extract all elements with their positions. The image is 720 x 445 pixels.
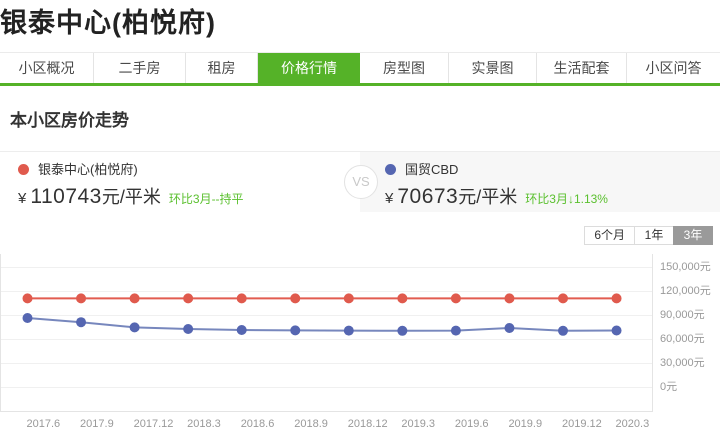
price-row: ¥70673元/平米 环比3月↓1.13% bbox=[385, 183, 720, 209]
chart-x-axis-label: 2019.3 bbox=[401, 418, 435, 430]
chart-x-axis-label: 2017.12 bbox=[133, 418, 174, 430]
chart-data-point-guomao-cbd[interactable] bbox=[236, 325, 247, 335]
legend-dot-icon bbox=[385, 164, 396, 175]
chart-y-axis-label: 150,000元 bbox=[660, 261, 711, 273]
chart-x-axis-label: 2019.6 bbox=[454, 418, 489, 430]
chart-svg bbox=[22, 293, 622, 336]
chart-data-point-yintai[interactable] bbox=[183, 293, 194, 304]
chart-data-point-yintai[interactable] bbox=[236, 293, 247, 304]
chart-data-point-guomao-cbd[interactable] bbox=[450, 325, 461, 336]
price-unit: 元/平米 bbox=[101, 187, 161, 207]
chart-data-point-yintai[interactable] bbox=[504, 293, 515, 304]
chart-data-point-guomao-cbd[interactable] bbox=[22, 313, 33, 323]
community-name-row: 国贸CBD bbox=[385, 161, 720, 178]
community-name-row: 银泰中心(柏悦府) bbox=[18, 161, 360, 178]
tab-floor-plan[interactable]: 房型图 bbox=[360, 53, 449, 83]
chart-plot-area bbox=[0, 254, 653, 412]
chart-x-axis-label: 2019.12 bbox=[562, 418, 602, 430]
chart-x-axis-label: 2018.9 bbox=[294, 418, 328, 430]
period-button-group: 6个月 1年 3年 bbox=[0, 226, 713, 245]
community-name: 国贸CBD bbox=[405, 162, 459, 177]
tab-rent[interactable]: 租房 bbox=[186, 53, 258, 83]
chart-data-point-yintai[interactable] bbox=[397, 293, 408, 304]
price-chart: 150,000元 120,000元 90,000元 60,000元 30,000元 0元 2… bbox=[0, 254, 720, 439]
comparison-panel-right: 国贸CBD ¥70673元/平米 环比3月↓1.13% bbox=[360, 152, 720, 212]
chart-data-point-yintai[interactable] bbox=[558, 293, 568, 304]
chart-y-axis-label: 90,000元 bbox=[660, 309, 705, 321]
period-button-1y[interactable]: 1年 bbox=[634, 226, 674, 245]
chart-x-axis-label: 2017.9 bbox=[80, 418, 114, 430]
chart-gridline bbox=[1, 267, 652, 268]
chart-y-axis-label: 0元 bbox=[660, 381, 678, 393]
chart-data-point-guomao-cbd[interactable] bbox=[397, 325, 408, 336]
chart-data-point-guomao-cbd[interactable] bbox=[611, 325, 622, 336]
price-unit: 元/平米 bbox=[458, 187, 518, 207]
price-row: ¥110743元/平米 环比3月--持平 bbox=[18, 183, 360, 209]
chart-line-guomao-cbd bbox=[27, 317, 617, 332]
chart-data-point-guomao-cbd[interactable] bbox=[504, 323, 515, 333]
price-value: 110743 bbox=[30, 185, 102, 208]
tab-amenities[interactable]: 生活配套 bbox=[537, 53, 627, 83]
chart-x-axis-label: 2018.12 bbox=[347, 418, 388, 430]
chart-y-axis-label: 120,000元 bbox=[660, 285, 711, 297]
legend-dot-icon bbox=[18, 164, 29, 175]
section-title: 本小区房价走势 bbox=[10, 111, 129, 130]
tab-bar: 小区概况 二手房 租房 价格行情 房型图 实景图 生活配套 小区问答 bbox=[0, 52, 720, 86]
price-comparison: 银泰中心(柏悦府) ¥110743元/平米 环比3月--持平 国贸CBD ¥706… bbox=[0, 151, 720, 212]
tab-overview[interactable]: 小区概况 bbox=[0, 53, 94, 83]
price-change: 环比3月↓1.13% bbox=[525, 192, 608, 206]
price-currency: ¥ bbox=[18, 190, 27, 207]
chart-data-point-yintai[interactable] bbox=[343, 293, 354, 304]
page-title: 银泰中心(柏悦府) bbox=[0, 8, 216, 38]
chart-x-axis-label: 2018.6 bbox=[240, 418, 275, 430]
chart-data-point-yintai[interactable] bbox=[611, 293, 622, 304]
chart-gridline bbox=[1, 339, 652, 340]
tab-price-trend[interactable]: 价格行情 bbox=[258, 53, 360, 83]
chart-data-point-yintai[interactable] bbox=[450, 293, 461, 304]
chart-data-point-guomao-cbd[interactable] bbox=[558, 325, 568, 336]
chart-data-point-yintai[interactable] bbox=[76, 293, 87, 304]
price-value: 70673 bbox=[397, 185, 459, 208]
chart-x-axis-label: 2017.6 bbox=[26, 418, 61, 430]
period-button-6m[interactable]: 6个月 bbox=[584, 226, 635, 245]
price-currency: ¥ bbox=[385, 190, 394, 207]
chart-gridline bbox=[1, 387, 652, 388]
period-button-3y[interactable]: 3年 bbox=[673, 226, 713, 245]
chart-x-axis-label: 2019.9 bbox=[508, 418, 543, 430]
price-change: 环比3月--持平 bbox=[168, 192, 244, 206]
chart-data-point-yintai[interactable] bbox=[290, 293, 301, 304]
chart-data-point-guomao-cbd[interactable] bbox=[290, 325, 301, 336]
tab-photos[interactable]: 实景图 bbox=[449, 53, 537, 83]
vs-badge: VS bbox=[344, 165, 378, 199]
chart-gridline bbox=[1, 291, 652, 292]
chart-gridline bbox=[1, 363, 652, 364]
comparison-panel-left: 银泰中心(柏悦府) ¥110743元/平米 环比3月--持平 bbox=[0, 152, 360, 212]
chart-x-axis-label: 2018.3 bbox=[187, 418, 221, 430]
chart-data-point-guomao-cbd[interactable] bbox=[129, 322, 140, 333]
tab-resale[interactable]: 二手房 bbox=[94, 53, 186, 83]
tab-qa[interactable]: 小区问答 bbox=[627, 53, 720, 83]
chart-data-point-guomao-cbd[interactable] bbox=[183, 324, 194, 334]
community-name: 银泰中心(柏悦府) bbox=[38, 162, 138, 177]
chart-data-point-yintai[interactable] bbox=[22, 293, 33, 304]
chart-gridline bbox=[1, 315, 652, 316]
chart-x-axis-label: 2020.3 bbox=[615, 418, 650, 430]
chart-data-point-guomao-cbd[interactable] bbox=[343, 325, 354, 336]
chart-y-axis-label: 60,000元 bbox=[660, 333, 705, 345]
chart-y-axis-label: 30,000元 bbox=[660, 357, 705, 369]
chart-data-point-yintai[interactable] bbox=[129, 293, 140, 304]
chart-data-point-guomao-cbd[interactable] bbox=[76, 317, 87, 328]
